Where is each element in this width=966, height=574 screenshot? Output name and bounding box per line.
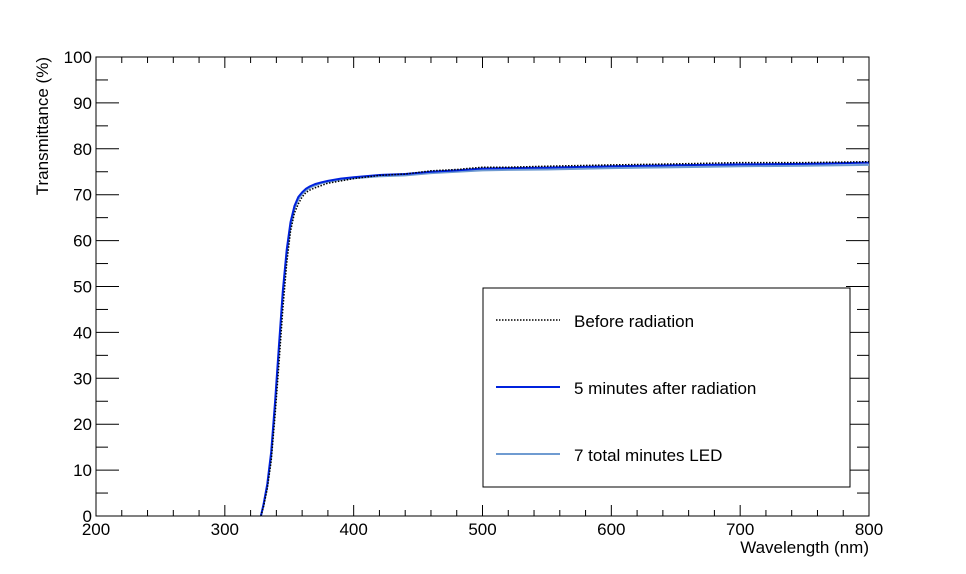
x-tick-label: 300 [211,520,239,539]
legend-label-led: 7 total minutes LED [574,446,722,465]
x-tick-labels: 200 300 400 500 600 700 800 [82,520,883,539]
y-tick-label: 0 [83,507,92,526]
y-tick-label: 80 [73,140,92,159]
y-tick-labels: 0 10 20 30 40 50 60 70 80 90 100 [64,48,92,526]
series-line-1 [259,161,870,517]
x-tick-label: 500 [468,520,496,539]
legend: Before radiation 5 minutes after radiati… [482,287,851,488]
y-tick-label: 10 [73,461,92,480]
axis-ticks [95,56,870,517]
series-line-0 [260,160,870,517]
y-tick-label: 70 [73,186,92,205]
y-axis-label: Transmittance (%) [33,57,52,195]
x-axis-label: Wavelength (nm) [740,538,869,557]
y-tick-label: 90 [73,94,92,113]
legend-label-before: Before radiation [574,312,694,331]
y-tick-label: 60 [73,232,92,251]
legend-label-5min: 5 minutes after radiation [574,379,756,398]
x-tick-label: 700 [726,520,754,539]
y-tick-label: 100 [64,48,92,67]
y-tick-label: 30 [73,369,92,388]
y-tick-label: 40 [73,323,92,342]
series-layer [259,160,870,517]
y-tick-label: 50 [73,278,92,297]
x-tick-label: 600 [597,520,625,539]
x-tick-label: 200 [82,520,110,539]
x-tick-label: 800 [855,520,883,539]
x-tick-label: 400 [339,520,367,539]
y-tick-label: 20 [73,415,92,434]
